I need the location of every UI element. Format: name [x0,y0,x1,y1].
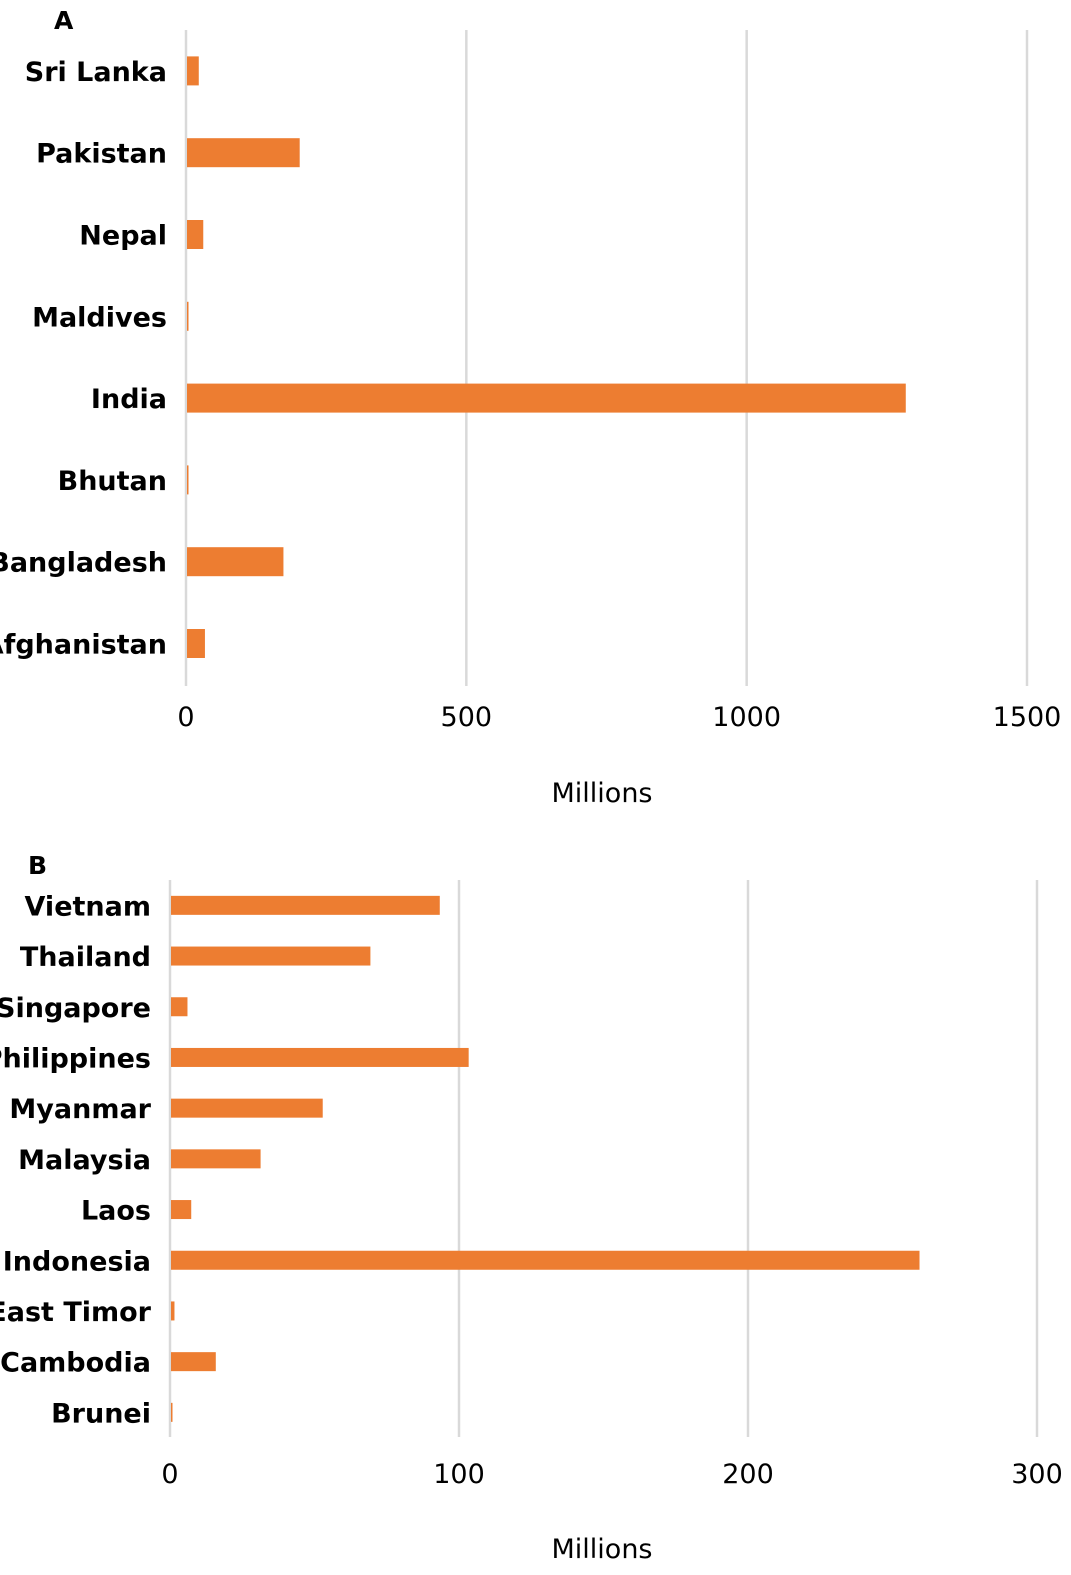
panel-a-bar-maldives [187,301,189,331]
panel-b-tick-label-200: 200 [722,1459,774,1490]
panel-b-tick-label-300: 300 [1011,1459,1063,1490]
panel-b: B Vietnam Thailand Singapore Philippines Mya… [0,851,1063,1565]
panel-b-bar-singapore [171,997,188,1017]
panel-b-category-label-cambodia: Cambodia [0,1348,151,1379]
panel-b-bar-philippines [171,1047,469,1067]
panel-a-tick-label-500: 500 [441,702,493,733]
panel-a-tick-label-1500: 1500 [993,702,1062,733]
panel-b-bar-laos [171,1200,192,1220]
panel-b-category-label-myanmar: Myanmar [9,1094,151,1125]
panel-a-category-label-bangladesh: Bangladesh [0,548,167,579]
panel-b-category-label-vietnam: Vietnam [25,891,151,922]
panel-b-x-axis-title: Millions [552,1534,653,1565]
panel-b-bar-indonesia [171,1250,920,1270]
panel-b-bar-malaysia [171,1149,261,1169]
panel-b-bar-brunei [171,1402,173,1422]
panel-a-bar-bangladesh [187,547,284,577]
panel-a-bar-india [187,383,906,413]
panel-a-category-label-bhutan: Bhutan [58,466,167,497]
panel-b-category-label-malaysia: Malaysia [18,1145,151,1176]
panel-a-category-label-afghanistan: Afghanistan [0,630,167,661]
panel-a-bar-bhutan [187,465,189,495]
panel-a-category-label-nepal: Nepal [79,221,167,252]
panel-b-category-label-laos: Laos [81,1196,151,1227]
panel-letter-b: B [28,851,47,880]
panel-b-bar-vietnam [171,895,440,915]
panel-a-gridlines [184,30,1029,686]
panel-b-bar-cambodia [171,1352,216,1372]
panel-b-bar-thailand [171,946,371,966]
panel-a-bar-pakistan [187,138,300,168]
panel-a-bar-nepal [187,220,204,249]
panel-b-tick-label-100: 100 [433,1459,485,1490]
panel-a-category-label-sri-lanka: Sri Lanka [25,57,167,88]
panel-b-gridlines [168,880,1039,1437]
panel-b-category-label-singapore: Singapore [0,993,151,1024]
panel-b-category-label-thailand: Thailand [20,942,151,973]
panel-a-bar-afghanistan [187,629,205,658]
panel-b-tick-label-0: 0 [161,1459,178,1490]
panel-b-category-label-east-timor: East Timor [0,1297,152,1328]
panel-b-tick-labels: 0 100 200 300 [161,1459,1062,1490]
panel-b-category-label-indonesia: Indonesia [3,1246,151,1277]
panel-b-category-label-brunei: Brunei [51,1398,151,1429]
panel-a-tick-label-1000: 1000 [712,702,781,733]
panel-a-category-labels: Sri Lanka Pakistan Nepal Maldives India Bhuta… [0,57,167,661]
panel-a: A Sri Lanka Pakistan Nepal Maldives India Bhu… [0,6,1061,809]
panel-a-bar-sri-lanka [187,56,199,86]
panel-b-bar-myanmar [171,1098,323,1118]
panel-a-category-label-pakistan: Pakistan [36,139,167,170]
panel-a-tick-labels: 0 500 1000 1500 [177,702,1061,733]
panel-letter-a: A [54,6,74,35]
panel-b-bar-east-timor [171,1301,175,1321]
panel-a-bars [187,56,906,658]
panel-a-category-label-maldives: Maldives [32,302,167,333]
panel-b-category-label-philippines: Philippines [0,1043,151,1074]
panel-a-category-label-india: India [91,384,167,415]
panel-a-x-axis-title: Millions [552,778,653,809]
panel-b-bars [171,895,920,1422]
panel-a-tick-label-0: 0 [177,702,194,733]
panel-b-category-labels: Vietnam Thailand Singapore Philippines Myanm… [0,891,152,1429]
